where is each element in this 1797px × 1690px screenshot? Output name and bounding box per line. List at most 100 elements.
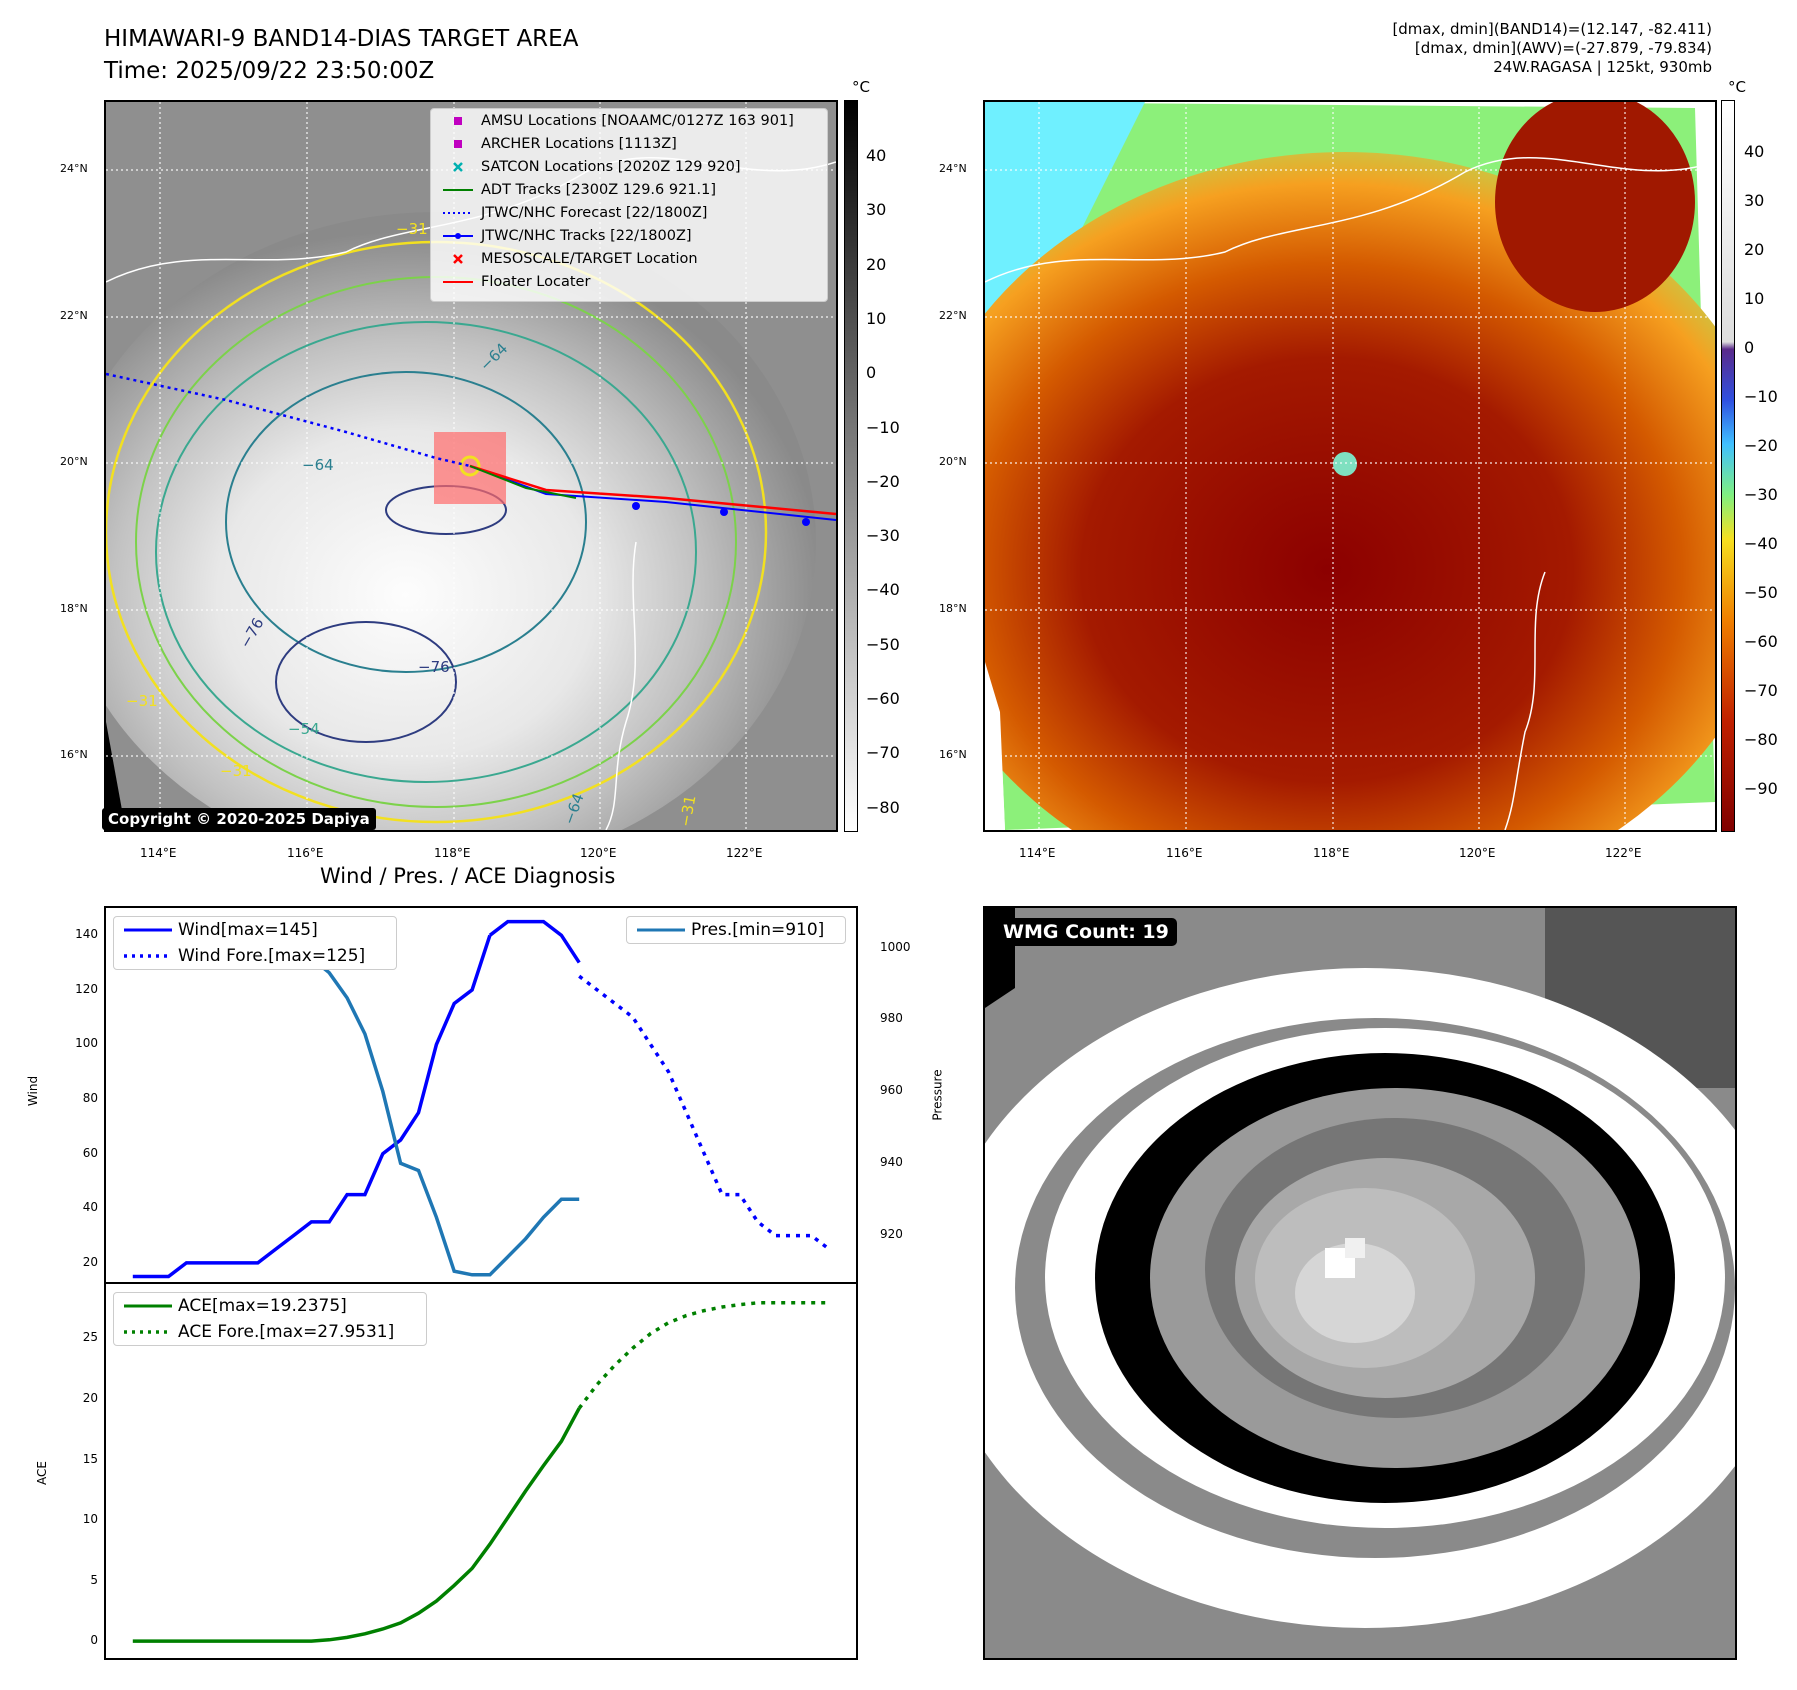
colorbar-tick: −30	[866, 526, 900, 546]
wind-line-peak	[488, 919, 581, 964]
lon-tick: 116°E	[287, 846, 324, 860]
lon-tick: 114°E	[140, 846, 177, 860]
colorbar-tick: 30	[866, 200, 887, 220]
wind-legend: Wind[max=145] Wind Fore.[max=125]	[113, 916, 397, 970]
axis-tick: 20	[82, 1254, 98, 1269]
legend-item-archer: ARCHER Locations [1113Z]	[431, 134, 827, 154]
colorbar-tick: −10	[866, 417, 900, 437]
colorbar-tick: −40	[1744, 534, 1778, 553]
lat-tick: 18°N	[60, 602, 88, 615]
ace-axis-label: ACE	[34, 1461, 49, 1485]
legend-item-ace-forecast: ACE Fore.[max=27.9531]	[114, 1319, 426, 1345]
ir-colorbar	[844, 100, 858, 832]
pressure-line	[132, 917, 580, 1277]
colorbar-tick: −30	[1744, 485, 1778, 504]
line-marker-icon	[443, 281, 473, 283]
axis-tick: 920	[880, 1227, 903, 1242]
lon-tick: 114°E	[1019, 846, 1056, 860]
lat-tick: 20°N	[939, 455, 967, 468]
contour-label: −31	[396, 220, 428, 238]
legend-item-ace: ACE[max=19.2375]	[114, 1293, 426, 1319]
dotted-line-icon	[443, 212, 473, 214]
lat-tick: 20°N	[60, 455, 88, 468]
axis-tick: 960	[880, 1083, 903, 1098]
x-marker-icon	[453, 162, 463, 172]
ir-legend: AMSU Locations [NOAAMC/0127Z 163 901] AR…	[430, 108, 828, 302]
legend-item-mesoscale: MESOSCALE/TARGET Location	[431, 249, 827, 269]
legend-item-tracks: JTWC/NHC Tracks [22/1800Z]	[431, 226, 827, 246]
legend-item-adt: ADT Tracks [2300Z 129.6 921.1]	[431, 180, 827, 200]
colorbar-tick: 30	[1744, 191, 1765, 210]
legend-item-wind-forecast: Wind Fore.[max=125]	[114, 943, 396, 969]
colorbar-tick: 40	[866, 146, 887, 165]
legend-item-pressure: Pres.[min=910]	[627, 917, 845, 943]
lat-tick: 16°N	[939, 748, 967, 761]
axis-tick: 0	[90, 1633, 98, 1648]
axis-tick: 5	[90, 1572, 98, 1587]
colorbar-tick: −60	[866, 689, 900, 708]
pressure-legend: Pres.[min=910]	[626, 916, 846, 944]
x-marker-icon	[453, 254, 463, 264]
copyright-badge: Copyright © 2020-2025 Dapiya	[102, 808, 376, 830]
legend-item-floater: Floater Locater	[431, 272, 827, 292]
lat-tick: 22°N	[939, 309, 967, 322]
lat-tick: 18°N	[939, 602, 967, 615]
axis-tick: 80	[82, 1091, 98, 1106]
lon-tick: 116°E	[1166, 846, 1203, 860]
lon-tick: 122°E	[1605, 846, 1642, 860]
solid-line-icon	[637, 928, 685, 932]
axis-tick: 1000	[880, 939, 911, 954]
legend-item-wind: Wind[max=145]	[114, 917, 396, 943]
wind-line	[132, 934, 492, 1279]
lat-tick: 16°N	[60, 748, 88, 761]
figure-time: Time: 2025/09/22 23:50:00Z	[104, 58, 435, 84]
colorbar-tick: 0	[1744, 338, 1755, 357]
wind-forecast-line	[578, 974, 831, 1251]
colorbar-tick: −50	[1744, 583, 1778, 602]
square-marker-icon	[454, 117, 462, 125]
axis-tick: 15	[82, 1451, 98, 1466]
ace-chart	[104, 1282, 858, 1660]
colorbar-tick: −40	[866, 580, 900, 600]
colorbar-tick: −80	[1744, 730, 1778, 749]
wmg-panel	[983, 906, 1737, 1660]
colorbar-tick: 0	[866, 363, 877, 383]
lon-tick: 120°E	[580, 846, 617, 860]
awv-colorbar-unit: °C	[1728, 78, 1746, 96]
ace-forecast-line	[577, 1301, 830, 1410]
lat-tick: 22°N	[60, 309, 88, 322]
lon-tick: 118°E	[1313, 846, 1350, 860]
colorbar-tick: −20	[866, 471, 900, 491]
solid-line-icon	[124, 1304, 172, 1308]
legend-item-amsu: AMSU Locations [NOAAMC/0127Z 163 901]	[431, 111, 827, 131]
lon-tick: 118°E	[434, 846, 471, 860]
axis-tick: 120	[75, 981, 98, 996]
colorbar-tick: 10	[1744, 289, 1765, 308]
colorbar-tick: 10	[866, 308, 887, 328]
contour-label: −54	[288, 720, 320, 738]
colorbar-tick: −10	[1744, 387, 1778, 406]
colorbar-tick: −60	[1744, 632, 1778, 651]
colorbar-tick: −80	[866, 797, 900, 817]
axis-tick: 10	[82, 1512, 98, 1527]
wind-axis-label: Wind	[26, 1075, 41, 1107]
contour-label: −64	[302, 456, 334, 474]
axis-tick: 60	[82, 1145, 98, 1160]
wmg-count-badge: WMG Count: 19	[995, 918, 1177, 946]
axis-tick: 20	[82, 1390, 98, 1405]
info-storm: 24W.RAGASA | 125kt, 930mb	[1493, 58, 1712, 76]
colorbar-tick: −70	[866, 743, 900, 763]
axis-tick: 25	[82, 1330, 98, 1345]
colorbar-tick: 40	[1744, 142, 1765, 161]
ace-legend: ACE[max=19.2375] ACE Fore.[max=27.9531]	[113, 1292, 427, 1346]
colorbar-tick: 20	[866, 254, 887, 274]
dotted-line-icon	[124, 1330, 172, 1334]
colorbar-tick: 20	[1744, 240, 1765, 259]
line-marker-icon	[443, 189, 473, 191]
contour-label: −76	[418, 658, 450, 676]
legend-item-forecast: JTWC/NHC Forecast [22/1800Z]	[431, 203, 827, 223]
info-block: [dmax, dmin](BAND14)=(12.147, -82.411) […	[1392, 20, 1712, 77]
pressure-axis-label: Pressure	[930, 1069, 945, 1121]
solid-line-icon	[124, 928, 172, 932]
awv-map-panel	[983, 100, 1717, 832]
